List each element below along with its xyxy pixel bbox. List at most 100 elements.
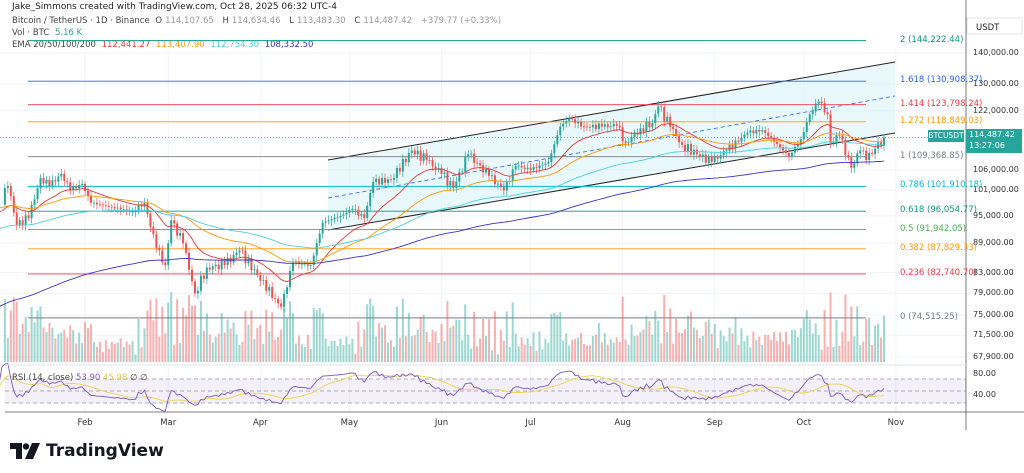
volume-bar bbox=[684, 329, 687, 362]
candle-body bbox=[618, 125, 621, 128]
volume-bar bbox=[262, 343, 265, 362]
volume-bar bbox=[695, 330, 698, 362]
month-label: Sep bbox=[706, 418, 723, 428]
volume-bar bbox=[559, 312, 562, 362]
volume-bar bbox=[90, 324, 93, 362]
volume-bar bbox=[868, 317, 871, 362]
candle-body bbox=[811, 111, 814, 115]
candle-body bbox=[66, 181, 69, 183]
volume-bar bbox=[514, 333, 517, 362]
candle-body bbox=[446, 172, 449, 186]
open-label: O bbox=[155, 16, 163, 26]
candle-body bbox=[580, 121, 583, 127]
tradingview-logo-icon bbox=[10, 443, 40, 459]
candle-body bbox=[799, 139, 802, 145]
price-tick: 101,000.00 bbox=[973, 185, 1019, 195]
rsi-tick: 80.00 bbox=[973, 369, 996, 378]
candle-body bbox=[306, 263, 309, 266]
candle-body bbox=[369, 192, 372, 206]
candle-body bbox=[782, 147, 785, 151]
candle-body bbox=[392, 177, 395, 180]
candle-body bbox=[286, 287, 289, 294]
volume-bar bbox=[291, 313, 294, 362]
volume-bar bbox=[716, 348, 719, 362]
volume-bar bbox=[398, 337, 401, 362]
volume-bar bbox=[470, 348, 473, 362]
price-tick: 83,000.00 bbox=[973, 267, 1014, 277]
volume-bar bbox=[642, 329, 645, 362]
volume-bar bbox=[149, 299, 152, 362]
candle-body bbox=[743, 134, 746, 138]
candle-body bbox=[832, 142, 835, 143]
volume-bar bbox=[583, 344, 586, 362]
volume-bar bbox=[294, 343, 297, 362]
volume-bar bbox=[42, 327, 45, 362]
candle-body bbox=[838, 135, 841, 137]
volume-bar bbox=[143, 328, 146, 362]
candle-body bbox=[9, 186, 12, 197]
candle-body bbox=[205, 267, 208, 279]
tradingview-logo[interactable]: TradingView bbox=[10, 441, 164, 461]
candle-body bbox=[767, 132, 770, 137]
candle-body bbox=[594, 124, 597, 130]
volume-bar bbox=[179, 343, 182, 362]
candle-body bbox=[648, 121, 651, 128]
volume-bar bbox=[597, 323, 600, 362]
volume-bar bbox=[214, 336, 217, 362]
candle-body bbox=[672, 126, 675, 130]
current-price: 114,487.42 bbox=[969, 130, 1015, 139]
ema50-line bbox=[0, 132, 885, 263]
rsi-extra-1: ∅ bbox=[130, 373, 138, 383]
volume-bar bbox=[594, 334, 597, 362]
candle-body bbox=[716, 156, 719, 159]
rsi-legend[interactable]: RSI (14, close) 53.90 45.98 ∅ ∅ bbox=[12, 373, 148, 383]
candle-body bbox=[681, 142, 684, 145]
volume-bar bbox=[407, 312, 410, 362]
candle-body bbox=[339, 215, 342, 218]
volume-bar bbox=[615, 337, 618, 362]
candle-body bbox=[651, 123, 654, 128]
volume-bar bbox=[241, 341, 244, 362]
volume-bar bbox=[9, 310, 12, 362]
candle-body bbox=[669, 116, 672, 127]
volume-bar bbox=[265, 309, 268, 362]
volume-bar bbox=[416, 329, 419, 362]
volume-bar bbox=[731, 333, 734, 362]
candle-body bbox=[95, 202, 98, 205]
candle-body bbox=[517, 165, 520, 167]
candle-body bbox=[476, 162, 479, 164]
volume-bar bbox=[588, 345, 591, 362]
volume-bar bbox=[704, 321, 707, 362]
volume-bar bbox=[841, 331, 844, 362]
candle-body bbox=[312, 255, 315, 266]
candle-body bbox=[817, 101, 820, 104]
candle-body bbox=[303, 263, 306, 265]
volume-bar bbox=[39, 306, 42, 362]
volume-bar bbox=[580, 332, 583, 362]
price-tick: 89,000.00 bbox=[973, 238, 1014, 248]
ema-label: EMA 20/50/100/200 bbox=[12, 40, 96, 50]
volume-bar bbox=[654, 310, 657, 362]
volume-bar bbox=[306, 334, 309, 362]
candle-body bbox=[458, 172, 461, 182]
symbol-legend[interactable]: Bitcoin / TetherUS · 1D · Binance O 114,1… bbox=[12, 16, 504, 26]
candle-body bbox=[639, 128, 642, 135]
volume-bar bbox=[820, 349, 823, 362]
volume-bar bbox=[633, 335, 636, 362]
candle-body bbox=[277, 298, 280, 304]
ema-legend[interactable]: EMA 20/50/100/200 112,441.27 113,407.90 … bbox=[12, 40, 316, 50]
candle-body bbox=[134, 211, 137, 213]
candle-body bbox=[764, 130, 767, 133]
candle-body bbox=[271, 287, 274, 298]
candle-body bbox=[829, 114, 832, 143]
volume-legend[interactable]: Vol · BTC 5.16 K bbox=[12, 28, 85, 38]
rsi-ma-value: 45.98 bbox=[103, 373, 128, 383]
volume-bar bbox=[464, 304, 467, 362]
volume-bar bbox=[315, 310, 318, 362]
volume-bar bbox=[78, 332, 81, 362]
candle-body bbox=[280, 303, 283, 307]
candle-body bbox=[404, 158, 407, 163]
candle-body bbox=[193, 281, 196, 294]
candle-body bbox=[802, 132, 805, 140]
